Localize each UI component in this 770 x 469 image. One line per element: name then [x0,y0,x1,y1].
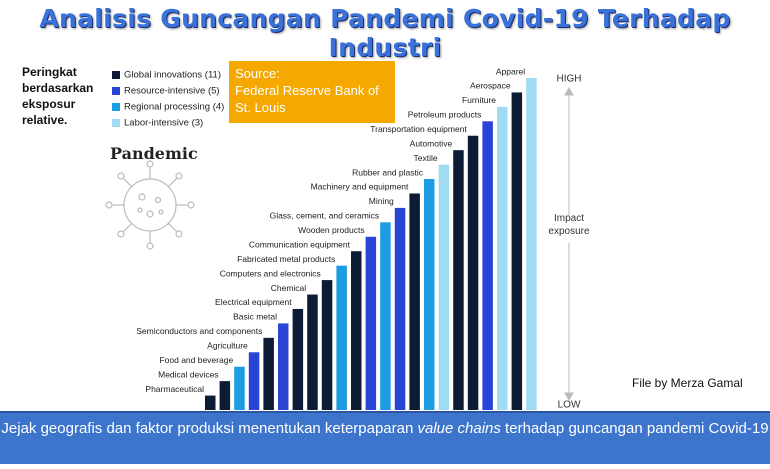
legend-label: Resource-intensive (5) [124,86,220,97]
bar [365,236,377,410]
category-label: Textile [414,153,438,163]
bar [380,222,391,410]
source-text: Federal Reserve Bank of St. Louis [235,83,379,115]
bar [424,179,435,410]
category-label: Transportation equipment [370,124,467,134]
panel-label: Pandemic [110,144,198,163]
footer-emphasis: value chains [417,420,501,437]
bar [248,352,260,410]
bar [307,294,318,410]
bar [292,308,304,410]
legend-swatch [112,71,120,79]
exposure-arrow [564,86,574,402]
bar [409,193,420,410]
footer-banner: Jejak geografis dan faktor produksi mene… [0,411,770,464]
category-label: Glass, cement, and ceramics [270,211,380,221]
category-label: Wooden products [298,225,364,235]
category-label: Medical devices [158,369,218,379]
chart: HIGH Impact exposure LOW Global innovatio… [105,66,590,410]
category-label: Rubber and plastic [352,167,424,177]
bar [453,150,464,410]
legend-swatch [112,87,120,95]
legend-label: Global innovations (11) [124,70,221,81]
legend-label: Labor-intensive (3) [124,118,203,129]
title: Analisis Guncangan Pandemi Covid-19 Terh… [39,4,731,62]
low-label: LOW [558,400,581,410]
bar [234,366,245,410]
category-label: Machinery and equipment [311,182,409,192]
bar [482,121,493,410]
category-label: Food and beverage [159,355,233,365]
category-label: Semiconductors and components [136,326,262,336]
category-label: Electrical equipment [215,297,292,307]
footer-text: Jejak geografis dan faktor produksi mene… [1,420,418,437]
category-label: Aerospace [470,81,511,91]
high-label: HIGH [557,74,582,85]
legend-swatch [112,119,120,127]
category-label: Petroleum products [408,110,482,120]
category-label: Chemical [271,283,307,293]
axis-label: Impact exposure [548,213,590,237]
subtitle: Peringkat berdasarkan eksposur relative. [22,65,94,127]
bar [321,280,333,410]
bar [394,207,406,410]
category-label: Pharmaceutical [145,384,204,394]
legend-swatch [112,103,120,111]
source-title: Source: [235,66,280,81]
source-box: Source: Federal Reserve Bank of St. Loui… [229,61,395,123]
bar [263,337,274,410]
legend-label: Regional processing (4) [124,102,224,113]
bar [205,395,216,410]
category-label: Mining [369,196,394,206]
bar [526,78,537,410]
footer-text: terhadap guncangan pandemi Covid-19 [500,420,769,437]
category-label: Communication equipment [249,239,351,249]
virus-icon [105,160,195,250]
bar [438,164,450,410]
bar [336,265,347,410]
category-label: Basic metal [233,312,277,322]
credit: File by Merza Gamal [632,376,743,390]
bar [511,92,523,410]
category-label: Apparel [496,66,525,76]
bar [278,323,289,410]
bar [219,381,231,410]
bar [497,106,508,410]
category-label: Automotive [410,138,453,148]
category-label: Furniture [462,95,496,105]
category-label: Fabricated metal products [237,254,335,264]
bar [467,135,479,410]
category-label: Agriculture [207,341,248,351]
bar [351,251,362,410]
category-label: Computers and electronics [220,268,321,278]
